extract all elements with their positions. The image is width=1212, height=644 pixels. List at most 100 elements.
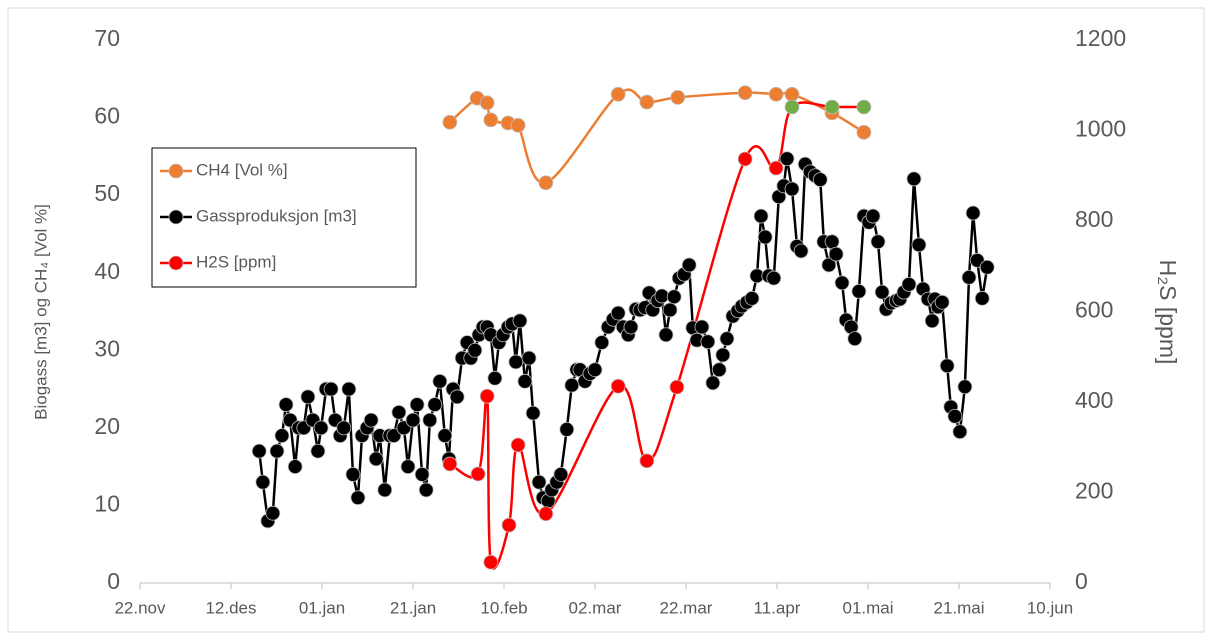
data-point xyxy=(705,375,721,391)
y-tick-label: 0 xyxy=(107,568,120,594)
data-point xyxy=(694,319,710,335)
data-point xyxy=(512,313,528,329)
data-point xyxy=(437,428,453,444)
data-point xyxy=(719,331,735,347)
data-point xyxy=(821,257,837,273)
x-tick-label: 12.des xyxy=(205,598,256,617)
x-tick-label: 01.jan xyxy=(299,598,345,617)
data-point xyxy=(449,389,465,405)
data-point xyxy=(715,347,731,363)
data-point xyxy=(901,276,917,292)
data-point xyxy=(662,302,678,318)
data-point xyxy=(834,275,850,291)
data-point xyxy=(766,270,782,286)
data-point xyxy=(386,428,402,444)
x-tick-label: 01.mai xyxy=(842,598,893,617)
data-point xyxy=(670,90,686,105)
data-point xyxy=(768,86,784,102)
data-point xyxy=(957,379,973,395)
data-point xyxy=(483,112,499,128)
y-tick-label: 70 xyxy=(94,25,120,51)
y2-tick-label: 600 xyxy=(1075,297,1113,323)
data-point xyxy=(711,362,727,378)
y-axis-label: Biogass [m3] og CH₄ [Vol %] xyxy=(31,204,50,420)
data-point xyxy=(939,358,955,374)
data-point xyxy=(278,397,294,412)
data-point xyxy=(737,151,753,167)
y-tick-label: 50 xyxy=(94,180,120,206)
x-tick-label: 22.nov xyxy=(114,598,166,617)
data-point xyxy=(757,229,773,245)
data-point xyxy=(564,377,580,393)
data-point xyxy=(824,99,840,115)
data-point xyxy=(427,397,443,412)
data-point xyxy=(768,160,784,176)
data-point xyxy=(323,381,339,397)
data-point xyxy=(856,124,872,140)
data-point xyxy=(654,288,670,304)
legend-label: Gassproduksjon [m3] xyxy=(196,206,357,225)
data-point xyxy=(669,379,685,395)
data-point xyxy=(479,95,495,111)
data-point xyxy=(874,284,890,300)
data-point xyxy=(377,482,393,498)
legend-label: H2S [ppm] xyxy=(196,252,276,271)
data-point xyxy=(623,319,639,335)
data-point xyxy=(350,490,366,506)
data-point xyxy=(510,437,526,453)
data-point xyxy=(470,466,486,482)
data-point xyxy=(737,85,753,101)
data-point xyxy=(409,397,425,412)
data-point xyxy=(345,466,361,482)
data-point xyxy=(559,422,575,437)
data-point xyxy=(784,181,800,197)
data-point xyxy=(793,243,809,259)
data-point xyxy=(442,114,458,130)
data-point xyxy=(974,290,990,306)
legend-marker xyxy=(168,255,184,271)
data-point xyxy=(391,404,407,420)
data-point xyxy=(269,443,285,459)
data-point xyxy=(828,246,844,262)
data-point xyxy=(531,474,547,490)
y2-tick-label: 400 xyxy=(1075,387,1113,413)
data-point xyxy=(368,451,384,467)
y2-tick-label: 200 xyxy=(1075,478,1113,504)
data-point xyxy=(287,459,303,475)
data-point xyxy=(553,466,569,482)
data-point xyxy=(432,373,448,389)
data-point xyxy=(310,443,326,459)
y2-axis-label: H₂S [ppm] xyxy=(1155,260,1181,365)
x-tick-label: 10.jun xyxy=(1027,598,1073,617)
data-point xyxy=(865,208,881,224)
data-point xyxy=(779,151,795,167)
y2-tick-label: 800 xyxy=(1075,206,1113,232)
data-point xyxy=(658,327,674,343)
data-point xyxy=(336,420,352,436)
data-point xyxy=(479,388,495,404)
data-point xyxy=(924,313,940,329)
legend-box xyxy=(151,147,417,288)
data-point xyxy=(414,466,430,482)
data-point xyxy=(666,289,682,305)
data-point xyxy=(784,86,800,102)
data-point xyxy=(363,412,379,428)
data-point xyxy=(681,257,697,273)
data-point xyxy=(400,459,416,475)
data-point xyxy=(508,354,524,370)
data-point xyxy=(856,99,872,115)
data-point xyxy=(341,381,357,397)
data-point xyxy=(265,505,281,521)
y2-tick-label: 1000 xyxy=(1075,116,1126,142)
data-point xyxy=(251,443,267,459)
data-point xyxy=(979,259,995,275)
data-point xyxy=(510,117,526,133)
data-point xyxy=(744,290,760,306)
y-tick-label: 20 xyxy=(94,413,120,439)
data-point xyxy=(467,342,483,358)
data-point xyxy=(517,373,533,389)
data-point xyxy=(934,294,950,310)
data-point xyxy=(870,234,886,250)
data-point xyxy=(947,408,963,424)
y2-tick-label: 0 xyxy=(1075,568,1088,594)
